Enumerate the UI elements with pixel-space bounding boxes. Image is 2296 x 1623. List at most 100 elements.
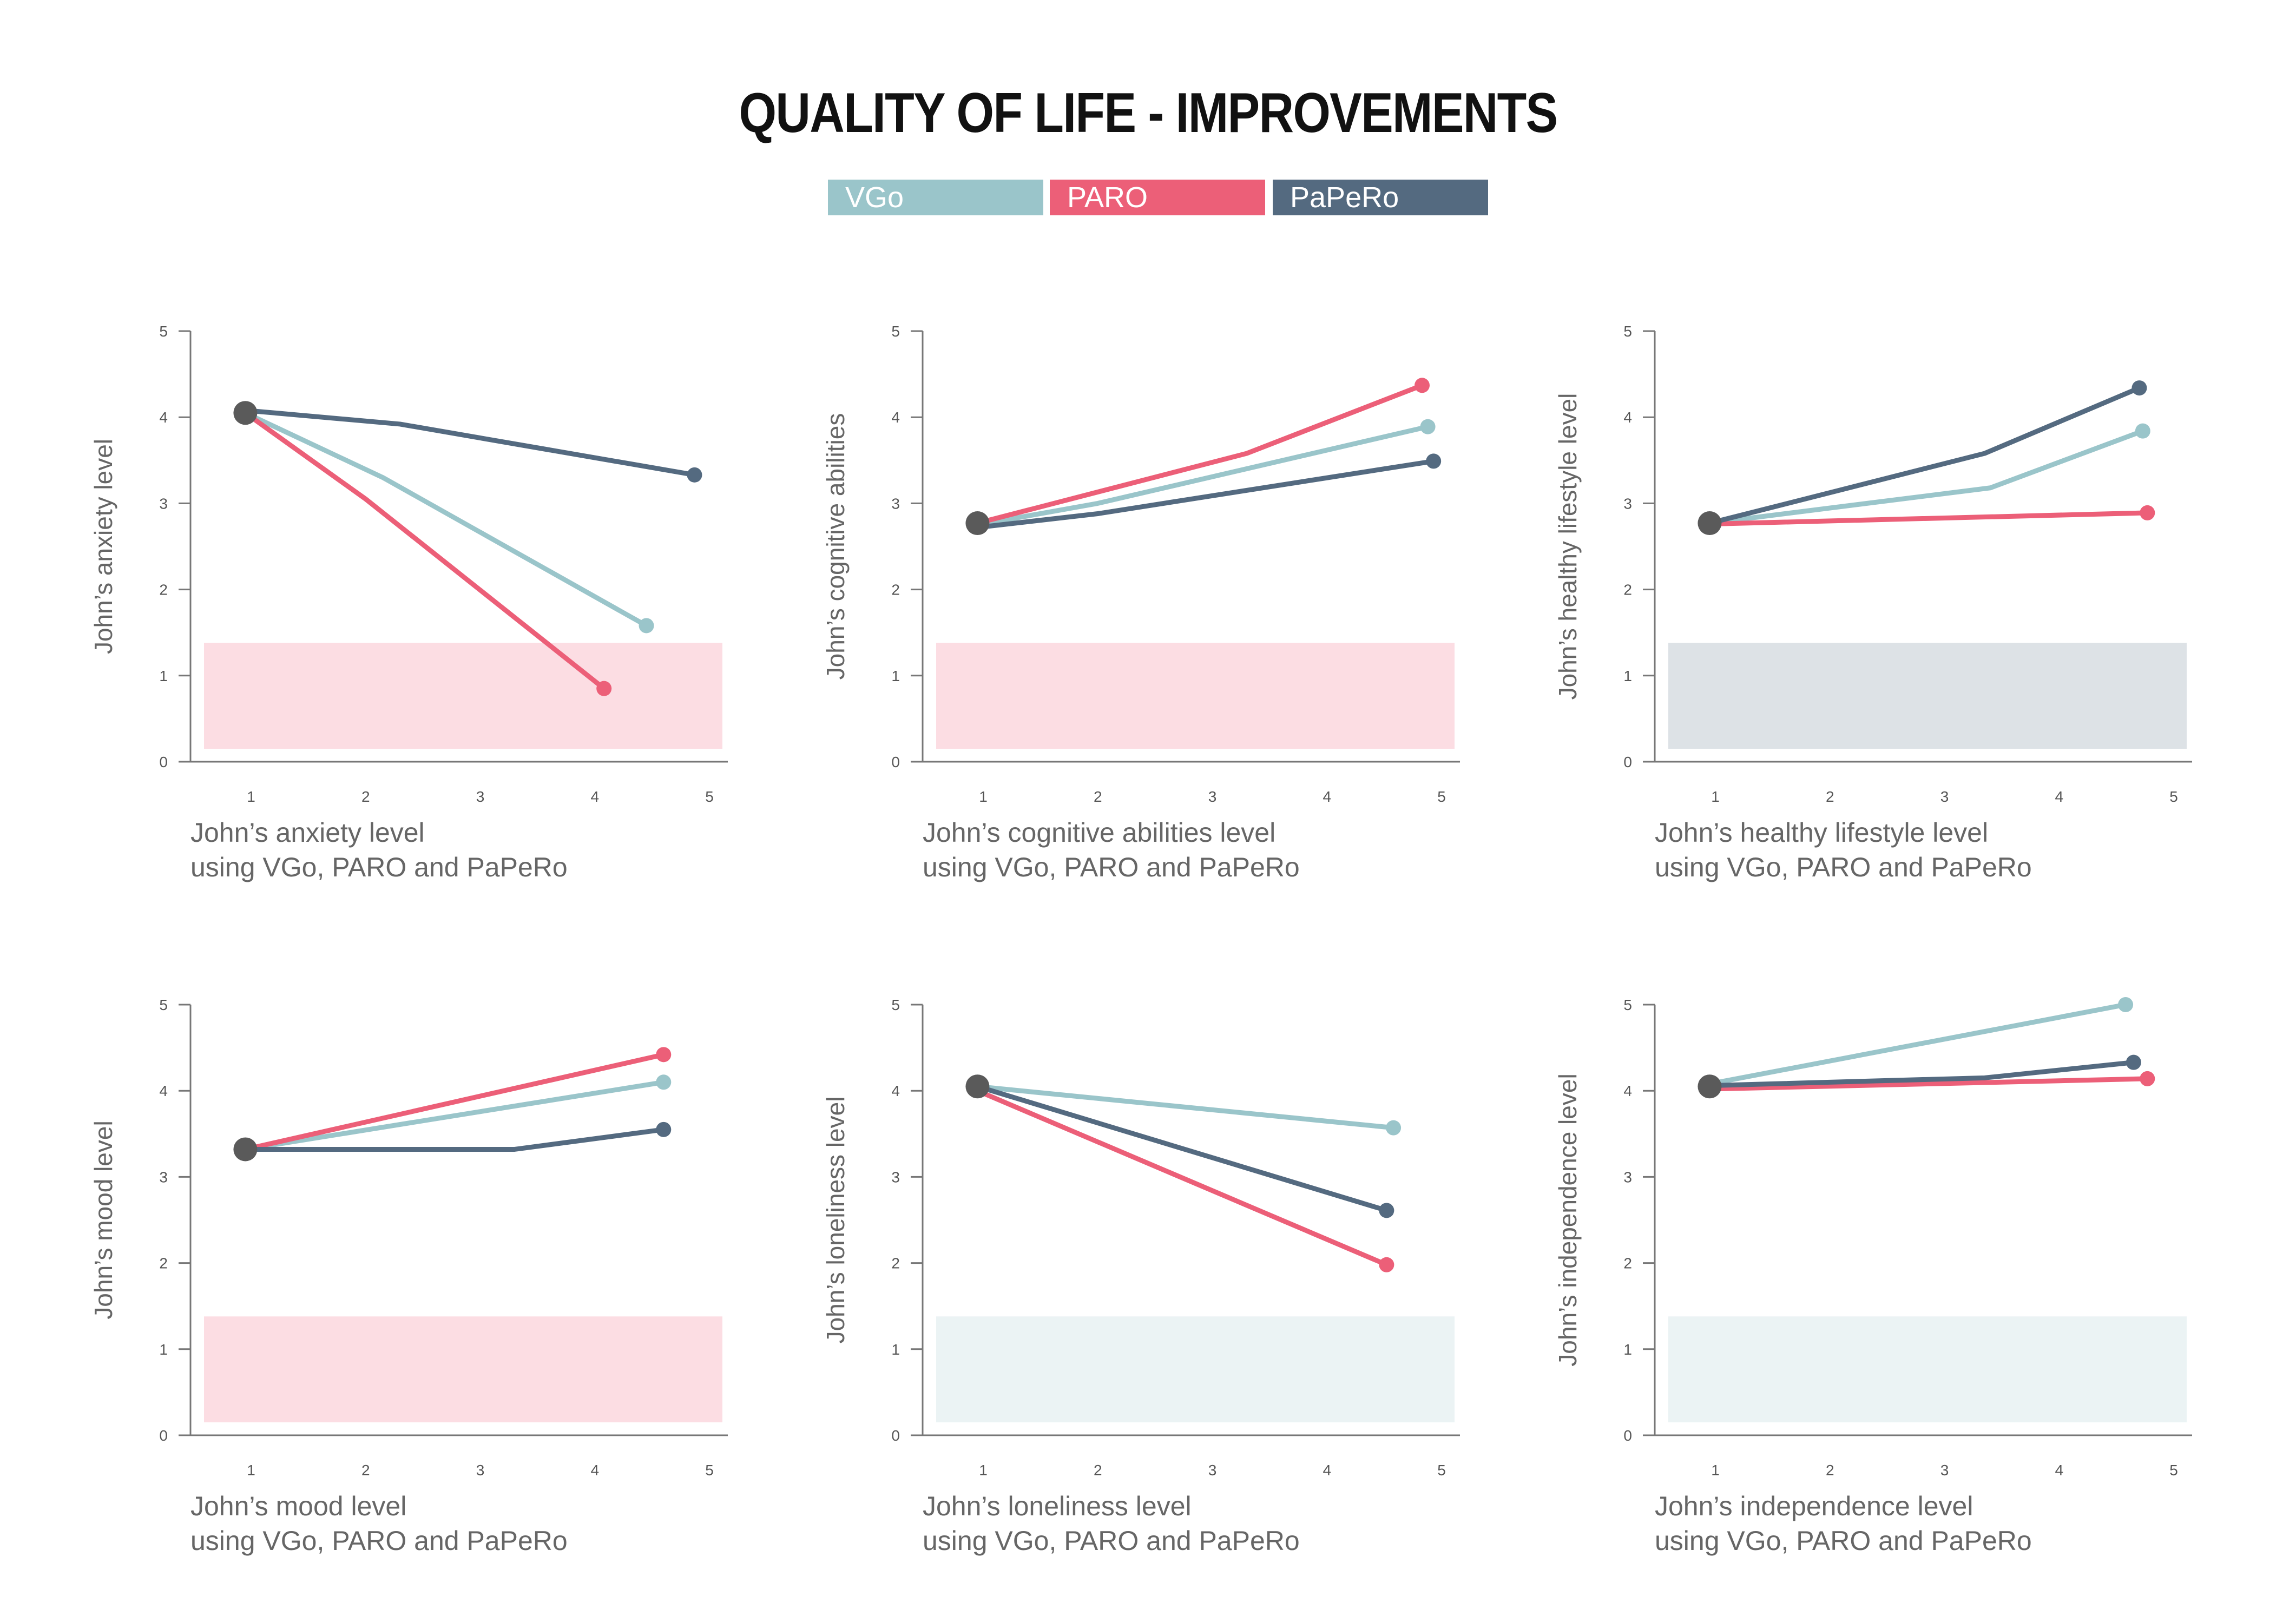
x-tick-label: 5 bbox=[2169, 1462, 2178, 1479]
reference-band bbox=[936, 643, 1455, 749]
series-endpoint-vgo bbox=[639, 618, 654, 634]
x-tick-label: 1 bbox=[247, 1462, 255, 1479]
series-endpoint-vgo bbox=[2135, 423, 2150, 439]
reference-band bbox=[936, 1316, 1455, 1423]
y-tick-label: 0 bbox=[1623, 754, 1632, 770]
y-tick-label: 3 bbox=[891, 495, 900, 512]
start-point bbox=[1698, 1074, 1722, 1099]
x-tick-label: 2 bbox=[361, 1462, 370, 1479]
y-tick-label: 5 bbox=[159, 997, 168, 1013]
x-tick-label: 5 bbox=[2169, 788, 2178, 805]
y-tick-label: 1 bbox=[891, 668, 900, 684]
x-axis-label-line-2: using VGo, PARO and PaPeRo bbox=[1655, 852, 2032, 882]
x-tick-label: 1 bbox=[1711, 788, 1720, 805]
y-tick-label: 2 bbox=[1623, 1255, 1632, 1272]
x-tick-label: 1 bbox=[979, 1462, 988, 1479]
y-tick-label: 2 bbox=[159, 582, 168, 598]
series-endpoint-vgo bbox=[656, 1074, 672, 1090]
x-axis-label-line-1: John’s anxiety level bbox=[190, 817, 425, 848]
series-endpoint-papero bbox=[2126, 1054, 2141, 1070]
y-tick-label: 1 bbox=[159, 1341, 168, 1358]
reference-band bbox=[1668, 643, 2187, 749]
y-tick-label: 4 bbox=[159, 1083, 168, 1099]
series-endpoint-vgo bbox=[1420, 419, 1436, 434]
series-line-vgo bbox=[242, 1079, 666, 1152]
reference-band bbox=[204, 1316, 722, 1423]
series-endpoint-paro bbox=[656, 1047, 672, 1063]
series-line-paro bbox=[242, 1052, 666, 1152]
x-axis-label-line-2: using VGo, PARO and PaPeRo bbox=[923, 1526, 1300, 1556]
y-tick-label: 3 bbox=[891, 1169, 900, 1185]
series-endpoint-paro bbox=[1379, 1257, 1394, 1272]
y-tick-label: 2 bbox=[891, 582, 900, 598]
x-tick-label: 5 bbox=[1437, 788, 1446, 805]
x-tick-label: 2 bbox=[1826, 788, 1834, 805]
x-tick-label: 5 bbox=[1437, 1462, 1446, 1479]
series-endpoint-paro bbox=[596, 681, 612, 696]
x-axis-label-line-1: John’s mood level bbox=[190, 1491, 406, 1521]
chart-panel-3: 0 1 2 3 4 5 1 2 3 4 5 John’s healthy lifestyle leve… bbox=[1554, 323, 2192, 882]
y-tick-label: 0 bbox=[159, 754, 168, 770]
chart-panel-4: 0 1 2 3 4 5 1 2 3 4 5 John’s mood level John’s mood … bbox=[89, 997, 728, 1556]
y-tick-label: 2 bbox=[891, 1255, 900, 1272]
series-endpoint-papero bbox=[1379, 1203, 1394, 1218]
y-tick-label: 0 bbox=[891, 1427, 900, 1444]
x-axis-label-line-1: John’s loneliness level bbox=[923, 1491, 1192, 1521]
y-tick-label: 4 bbox=[1623, 409, 1632, 426]
y-tick-label: 3 bbox=[1623, 1169, 1632, 1185]
y-tick-label: 4 bbox=[891, 409, 900, 426]
x-tick-label: 4 bbox=[2055, 1462, 2063, 1479]
series-endpoint-papero bbox=[656, 1121, 672, 1137]
x-tick-label: 1 bbox=[1711, 1462, 1720, 1479]
y-tick-label: 0 bbox=[159, 1427, 168, 1444]
y-tick-label: 1 bbox=[1623, 1341, 1632, 1358]
y-axis-label: John’s cognitive abilities bbox=[821, 413, 850, 680]
y-tick-label: 0 bbox=[891, 754, 900, 770]
y-tick-label: 5 bbox=[1623, 997, 1632, 1013]
y-tick-label: 1 bbox=[891, 1341, 900, 1358]
x-axis-label-line-1: John’s cognitive abilities level bbox=[923, 817, 1275, 848]
legend-label-vgo: VGo bbox=[845, 181, 904, 214]
series-line-vgo bbox=[242, 410, 649, 628]
start-point bbox=[233, 1137, 258, 1162]
series-line-paro bbox=[975, 382, 1425, 526]
x-tick-label: 4 bbox=[2055, 788, 2063, 805]
y-tick-label: 5 bbox=[891, 997, 900, 1013]
series-line-vgo bbox=[1707, 428, 2146, 526]
x-axis-label-line-2: using VGo, PARO and PaPeRo bbox=[923, 852, 1300, 882]
series-endpoint-papero bbox=[687, 467, 702, 483]
series-line-papero bbox=[975, 1084, 1389, 1213]
y-axis-label: John’s loneliness level bbox=[821, 1097, 850, 1344]
y-axis-label: John’s mood level bbox=[89, 1120, 117, 1319]
series-line-papero bbox=[1707, 385, 2142, 526]
reference-band bbox=[1668, 1316, 2187, 1423]
y-tick-label: 5 bbox=[891, 323, 900, 340]
series-line-paro bbox=[242, 410, 607, 691]
y-tick-label: 1 bbox=[1623, 668, 1632, 684]
reference-band bbox=[204, 643, 722, 749]
y-tick-label: 5 bbox=[1623, 323, 1632, 340]
series-line-papero bbox=[1707, 1060, 2136, 1088]
x-axis-label-line-1: John’s healthy lifestyle level bbox=[1655, 817, 1988, 848]
x-tick-label: 5 bbox=[705, 1462, 714, 1479]
x-tick-label: 4 bbox=[590, 1462, 599, 1479]
series-line-papero bbox=[242, 407, 697, 478]
series-endpoint-papero bbox=[1426, 453, 1442, 469]
y-axis-label: John’s independence level bbox=[1554, 1073, 1582, 1366]
series-line-paro bbox=[1707, 510, 2150, 527]
start-point bbox=[1698, 511, 1722, 536]
series-endpoint-paro bbox=[2140, 1071, 2155, 1086]
legend-label-paro: PARO bbox=[1067, 181, 1148, 214]
y-tick-label: 0 bbox=[1623, 1427, 1632, 1444]
x-tick-label: 2 bbox=[1826, 1462, 1834, 1479]
x-tick-label: 4 bbox=[1323, 788, 1331, 805]
x-tick-label: 5 bbox=[705, 788, 714, 805]
x-tick-label: 1 bbox=[979, 788, 988, 805]
y-tick-label: 1 bbox=[159, 668, 168, 684]
x-axis-label-line-1: John’s independence level bbox=[1655, 1491, 1973, 1521]
x-axis-label-line-2: using VGo, PARO and PaPeRo bbox=[190, 1526, 568, 1556]
series-endpoint-papero bbox=[2131, 380, 2147, 396]
x-tick-label: 2 bbox=[1094, 1462, 1102, 1479]
series-line-vgo bbox=[975, 1084, 1396, 1131]
